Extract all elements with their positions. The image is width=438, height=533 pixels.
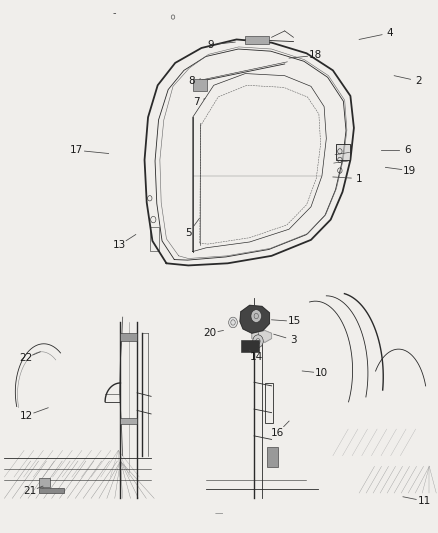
Bar xyxy=(241,340,259,352)
Text: 1: 1 xyxy=(356,174,363,183)
Circle shape xyxy=(251,310,261,322)
Text: 14: 14 xyxy=(250,352,263,362)
Bar xyxy=(120,333,137,341)
Polygon shape xyxy=(240,305,269,333)
Bar xyxy=(265,383,273,423)
Bar xyxy=(267,447,278,467)
Bar xyxy=(120,418,137,424)
Bar xyxy=(150,227,159,251)
Bar xyxy=(245,36,269,44)
Text: 9: 9 xyxy=(207,40,214,50)
Text: 21: 21 xyxy=(23,487,36,496)
Text: 15: 15 xyxy=(288,317,301,326)
Text: 20: 20 xyxy=(204,328,217,338)
Text: 5: 5 xyxy=(185,229,192,238)
Circle shape xyxy=(253,335,263,348)
Text: 18: 18 xyxy=(309,51,322,60)
Text: 16: 16 xyxy=(271,428,284,438)
Text: 17: 17 xyxy=(70,146,83,155)
Text: 3: 3 xyxy=(290,335,297,345)
Text: 12: 12 xyxy=(20,411,33,421)
Text: 10: 10 xyxy=(315,368,328,378)
Text: 6: 6 xyxy=(404,146,411,155)
Polygon shape xyxy=(252,330,272,342)
Bar xyxy=(193,79,207,91)
Bar xyxy=(39,478,50,487)
Polygon shape xyxy=(336,144,350,160)
Text: 22: 22 xyxy=(19,353,32,363)
Text: 4: 4 xyxy=(386,28,393,38)
Circle shape xyxy=(229,317,237,328)
Text: -: - xyxy=(112,8,116,18)
Text: 19: 19 xyxy=(403,166,416,175)
Text: —: — xyxy=(215,509,223,518)
Text: 13: 13 xyxy=(113,240,126,250)
Text: 2: 2 xyxy=(415,76,422,86)
Text: 8: 8 xyxy=(188,76,195,86)
Bar xyxy=(39,488,64,493)
Text: 7: 7 xyxy=(193,98,200,107)
Text: 11: 11 xyxy=(417,496,431,506)
